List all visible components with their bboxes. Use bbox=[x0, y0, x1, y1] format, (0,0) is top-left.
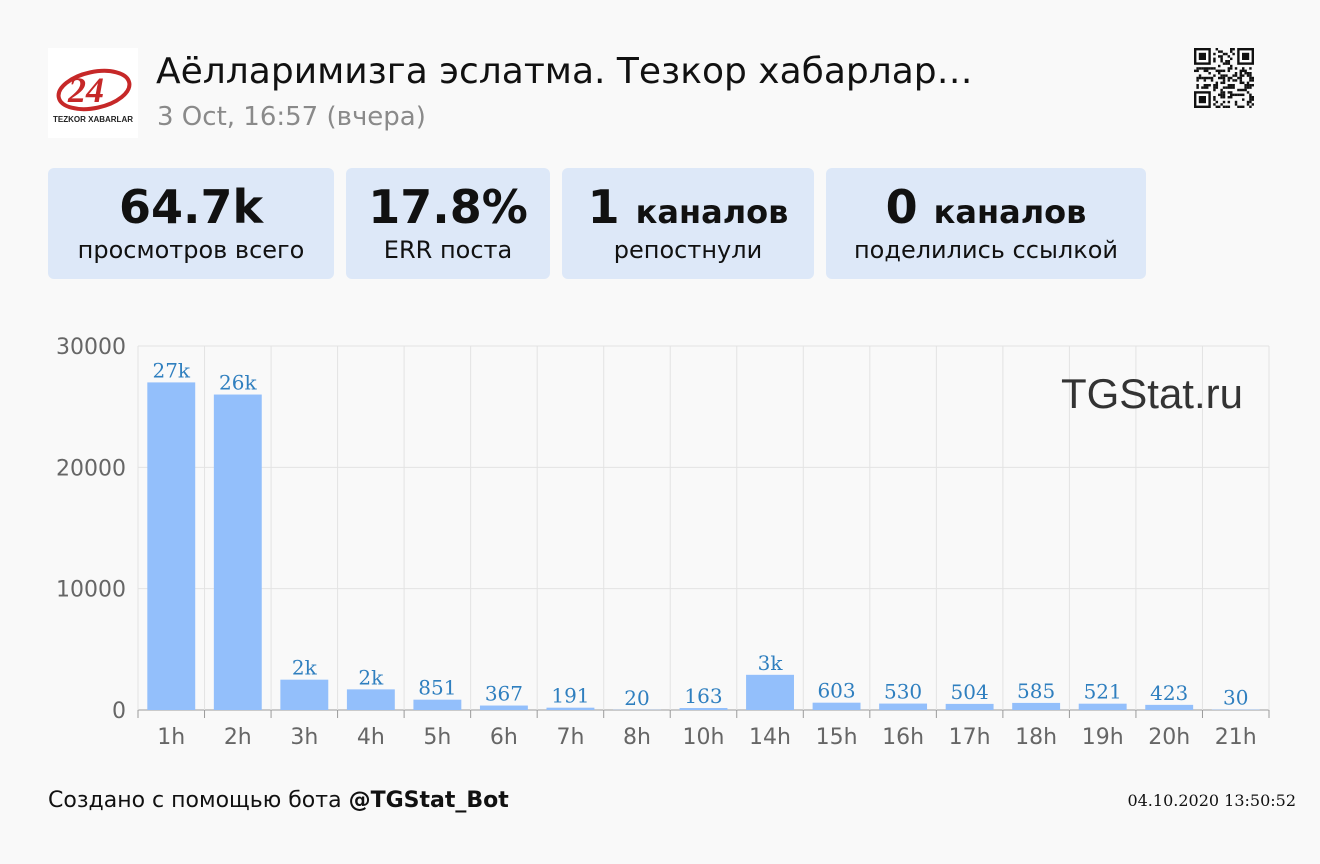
stat-total-views: 64.7k просмотров всего bbox=[48, 168, 334, 279]
data-label: 521 bbox=[1084, 680, 1122, 704]
stat-label: ERR поста bbox=[383, 236, 513, 264]
data-label: 26k bbox=[219, 371, 257, 395]
data-label: 603 bbox=[817, 679, 855, 703]
x-tick-label: 14h bbox=[749, 725, 791, 750]
x-tick-label: 19h bbox=[1082, 725, 1124, 750]
logo-number: 24 bbox=[67, 70, 104, 110]
x-tick-label: 15h bbox=[816, 725, 858, 750]
bar bbox=[1012, 702, 1061, 710]
footer-prefix: Создано с помощью бота bbox=[48, 788, 349, 813]
x-tick-label: 6h bbox=[490, 725, 518, 750]
data-label: 27k bbox=[152, 358, 190, 382]
x-tick-label: 5h bbox=[423, 725, 451, 750]
data-label: 851 bbox=[418, 676, 456, 700]
x-tick-label: 18h bbox=[1015, 725, 1057, 750]
bar bbox=[280, 679, 329, 710]
bar bbox=[213, 394, 262, 710]
x-tick-label: 1h bbox=[157, 725, 185, 750]
x-tick-label: 2h bbox=[224, 725, 252, 750]
stat-unit: каналов bbox=[933, 193, 1087, 231]
channel-logo-image: 24 TEZKOR XABARLAR bbox=[53, 68, 133, 124]
bar bbox=[546, 707, 595, 710]
stat-err: 17.8% ERR поста bbox=[346, 168, 550, 279]
bar bbox=[879, 703, 928, 710]
stat-unit: каналов bbox=[635, 193, 789, 231]
data-label: 30 bbox=[1223, 686, 1248, 710]
x-tick-label: 7h bbox=[556, 725, 584, 750]
bar bbox=[945, 703, 994, 710]
qr-code-icon bbox=[1194, 48, 1254, 108]
x-tick-label: 3h bbox=[290, 725, 318, 750]
watermark: TGStat.ru bbox=[1061, 370, 1243, 417]
data-label: 504 bbox=[951, 680, 989, 704]
stat-value: 0 bbox=[885, 180, 918, 234]
logo-caption: TEZKOR XABARLAR bbox=[53, 115, 133, 124]
data-label: 191 bbox=[551, 684, 589, 708]
post-date: 3 Oct, 16:57 (вчера) bbox=[157, 102, 426, 132]
bar bbox=[1145, 704, 1194, 710]
x-tick-label: 4h bbox=[357, 725, 385, 750]
data-label: 3k bbox=[758, 651, 784, 675]
channel-logo: 24 TEZKOR XABARLAR bbox=[48, 48, 138, 138]
data-label: 20 bbox=[624, 686, 649, 710]
data-label: 423 bbox=[1150, 681, 1188, 705]
bar bbox=[413, 699, 462, 710]
y-tick-label: 20000 bbox=[56, 456, 126, 481]
stat-reposts: 1 каналов репостнули bbox=[562, 168, 814, 279]
data-label: 585 bbox=[1017, 679, 1055, 703]
bar bbox=[479, 705, 528, 710]
bar bbox=[1078, 703, 1127, 710]
data-label: 163 bbox=[684, 684, 722, 708]
stat-link-shares: 0 каналов поделились ссылкой bbox=[826, 168, 1146, 279]
x-tick-label: 16h bbox=[882, 725, 924, 750]
x-tick-label: 20h bbox=[1148, 725, 1190, 750]
post-title: Аёлларимизга эслатма. Тезкор хабарлар… bbox=[156, 51, 973, 92]
data-label: 2k bbox=[358, 665, 384, 689]
footer-credit: Создано с помощью бота @TGStat_Bot bbox=[48, 786, 509, 816]
data-label: 2k bbox=[292, 656, 318, 680]
data-label: 367 bbox=[485, 682, 523, 706]
bar bbox=[812, 702, 861, 710]
x-tick-label: 8h bbox=[623, 725, 651, 750]
stat-label: просмотров всего bbox=[77, 236, 305, 264]
stat-label: репостнули bbox=[613, 236, 763, 264]
stat-value: 64.7k bbox=[118, 180, 264, 234]
bar bbox=[679, 708, 728, 710]
x-tick-label: 17h bbox=[949, 725, 991, 750]
views-bar-chart: 0 10000 20000 30000 TGStat.ru 27k 1h 26k 2h 2k 3h 2… bbox=[56, 335, 1270, 750]
bar bbox=[746, 674, 794, 710]
bar bbox=[346, 689, 395, 710]
y-tick-label: 0 bbox=[112, 699, 126, 724]
x-tick-label: 10h bbox=[683, 725, 725, 750]
x-tick-label: 21h bbox=[1215, 725, 1257, 750]
y-tick-label: 10000 bbox=[56, 578, 126, 603]
data-label: 530 bbox=[884, 680, 922, 704]
bar bbox=[147, 382, 196, 710]
stat-value: 17.8% bbox=[368, 180, 528, 234]
stat-label: поделились ссылкой bbox=[853, 236, 1119, 264]
stat-value: 1 bbox=[587, 180, 620, 234]
footer-timestamp: 04.10.2020 13:50:52 bbox=[1127, 791, 1296, 810]
y-tick-label: 30000 bbox=[56, 335, 126, 360]
bot-link[interactable]: @TGStat_Bot bbox=[348, 788, 509, 813]
